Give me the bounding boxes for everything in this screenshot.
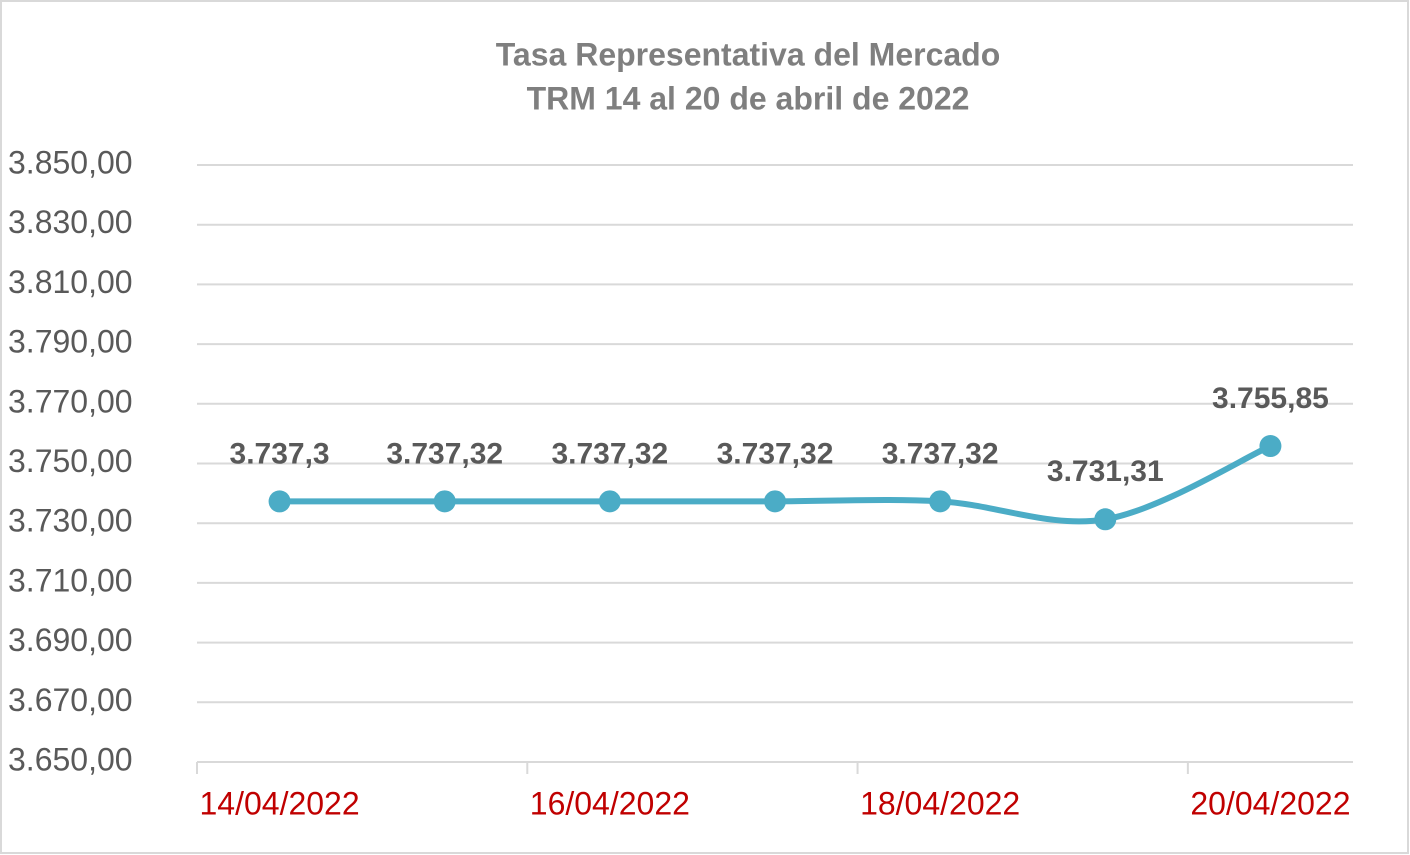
data-point — [1094, 508, 1117, 531]
y-tick-label: 3.690,00 — [8, 622, 133, 658]
data-label: 3.731,31 — [1047, 455, 1164, 488]
y-tick-label: 3.790,00 — [8, 324, 133, 360]
data-point — [764, 490, 786, 513]
y-tick-label: 3.650,00 — [8, 741, 133, 777]
y-tick-label: 3.670,00 — [8, 682, 133, 718]
y-tick-label: 3.730,00 — [8, 503, 133, 539]
data-label: 3.737,3 — [230, 437, 330, 470]
data-point — [1259, 435, 1282, 458]
y-tick-label: 3.770,00 — [8, 383, 133, 419]
chart-subtitle: TRM 14 al 20 de abril de 2022 — [527, 80, 970, 116]
data-point — [268, 490, 291, 513]
x-tick-label: 16/04/2022 — [530, 785, 690, 821]
x-tick-label: 18/04/2022 — [860, 785, 1020, 821]
data-label: 3.737,32 — [717, 437, 834, 470]
x-tick-label: 20/04/2022 — [1190, 785, 1350, 821]
data-label: 3.737,32 — [551, 437, 668, 470]
data-label: 3.737,32 — [882, 437, 999, 470]
y-tick-label: 3.810,00 — [8, 264, 133, 300]
y-tick-label: 3.750,00 — [8, 443, 133, 479]
data-point — [598, 490, 621, 513]
data-label: 3.755,85 — [1212, 382, 1329, 415]
chart-title: Tasa Representativa del Mercado — [496, 36, 1001, 72]
data-point — [433, 490, 456, 513]
data-point — [929, 490, 952, 513]
y-tick-label: 3.850,00 — [8, 144, 133, 180]
y-tick-label: 3.830,00 — [8, 204, 133, 240]
data-label: 3.737,32 — [386, 437, 503, 470]
y-tick-label: 3.710,00 — [8, 562, 133, 598]
x-tick-label: 14/04/2022 — [199, 785, 359, 821]
